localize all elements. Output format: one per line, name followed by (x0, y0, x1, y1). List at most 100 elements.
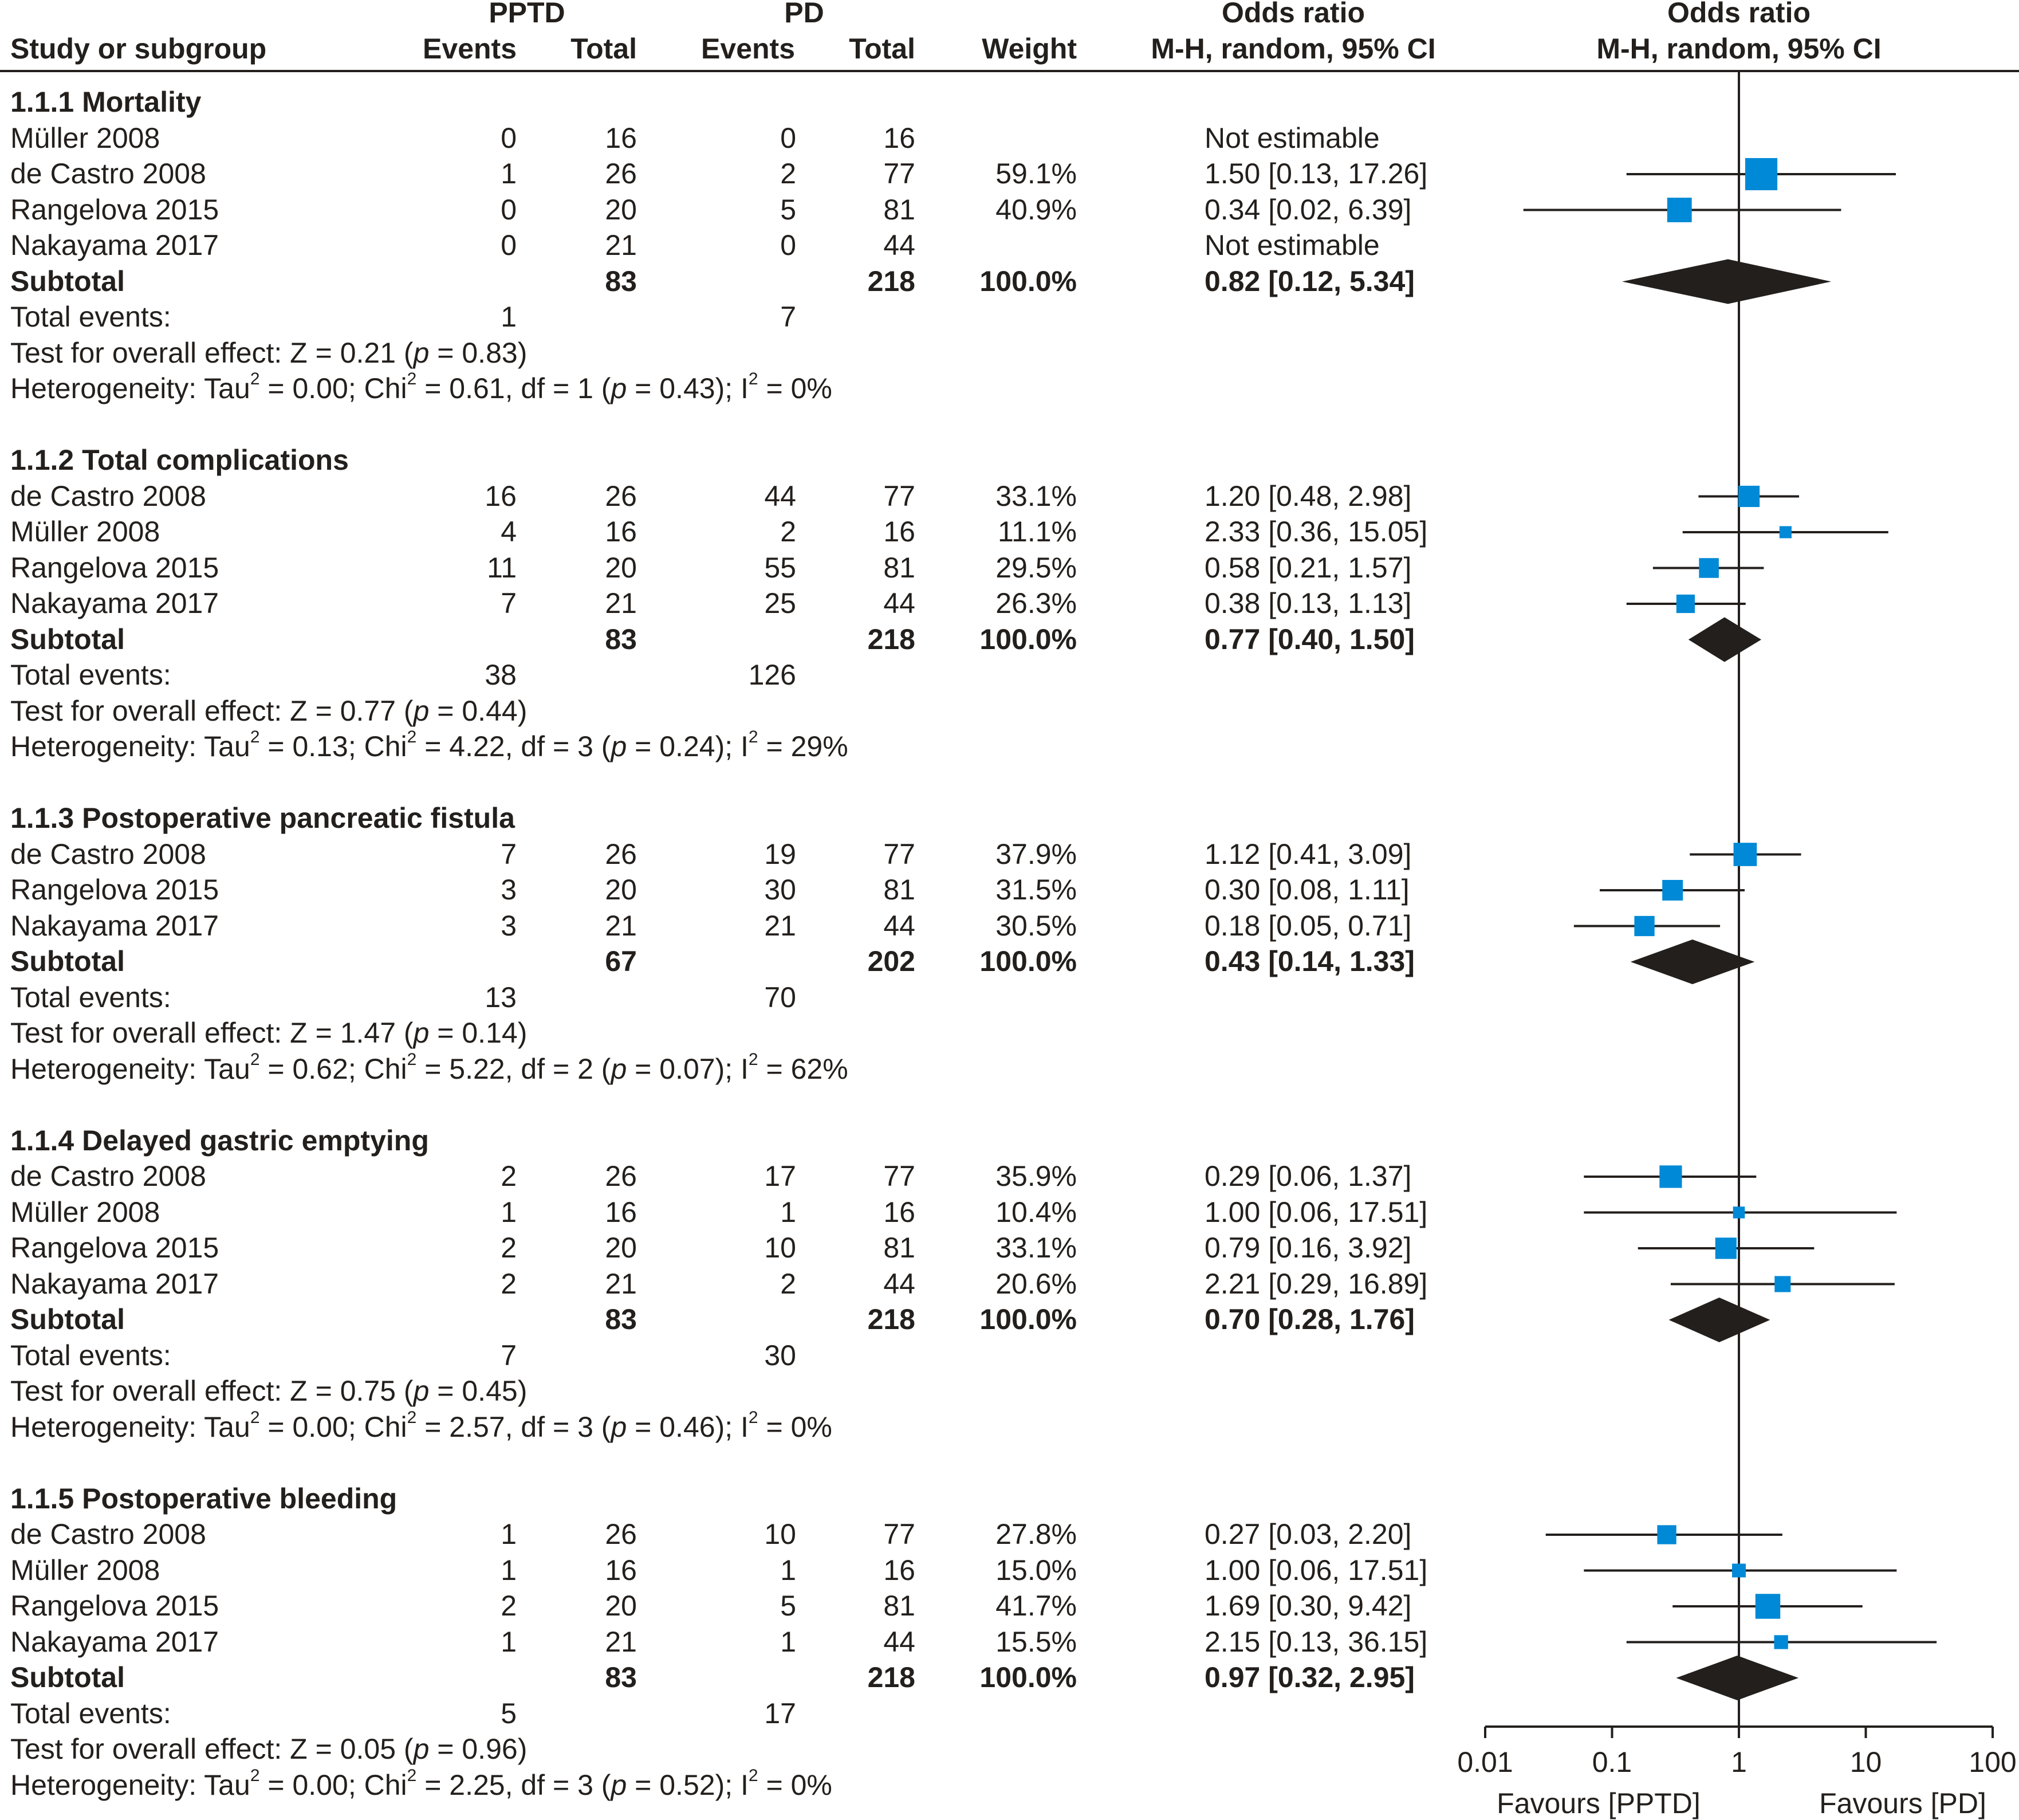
heterogeneity-stats: Heterogeneity: Tau2 = 0.00; Chi2 = 0.61,… (10, 369, 832, 404)
subtotal-group2-total: 218 (867, 623, 915, 655)
total-events-group1: 1 (501, 301, 517, 333)
tau2-value: 0.00 (292, 1410, 348, 1443)
study-name: de Castro 2008 (10, 479, 206, 512)
chi2-value: 0.61 (449, 372, 505, 404)
p-symbol: p (413, 1017, 430, 1049)
total-events-group2: 17 (764, 1697, 796, 1729)
group1-total: 16 (605, 1196, 637, 1228)
study-name: Nakayama 2017 (10, 587, 219, 619)
study-name: de Castro 2008 (10, 1518, 206, 1550)
total-events-label: Total events: (10, 301, 171, 333)
heterogeneity-stats: Heterogeneity: Tau2 = 0.00; Chi2 = 2.25,… (10, 1766, 832, 1801)
overall-effect-prefix: Test for overall effect: Z = 0.05 ( (10, 1733, 414, 1765)
df-value: 3 (577, 1410, 593, 1443)
study-odds-ratio: 0.58 [0.21, 1.57] (1205, 551, 1412, 584)
group2-events: 25 (764, 587, 796, 619)
study-marker (1659, 1165, 1682, 1188)
p-symbol: p (611, 372, 627, 404)
study-marker (1634, 915, 1655, 937)
study-name: Müller 2008 (10, 516, 160, 548)
chi2-value: 4.22 (449, 730, 505, 762)
group2-total: 77 (883, 1160, 915, 1192)
x-tick-label: 10 (1850, 1746, 1882, 1778)
pooled-diamond (1622, 259, 1832, 304)
heterogeneity-stats: Heterogeneity: Tau2 = 0.62; Chi2 = 5.22,… (10, 1049, 848, 1085)
study-weight: 30.5% (995, 909, 1077, 942)
group2-total: 44 (883, 1625, 915, 1658)
study-odds-ratio: 0.38 [0.13, 1.13] (1205, 587, 1412, 619)
study-name: de Castro 2008 (10, 158, 206, 190)
total-events-group1: 38 (485, 659, 517, 691)
group1-events: 11 (487, 551, 517, 584)
group2-total: 81 (883, 551, 915, 584)
study-marker (1774, 1276, 1791, 1292)
group2-events: 1 (780, 1625, 796, 1658)
section-title: 1.1.5 Postoperative bleeding (10, 1482, 397, 1515)
superscript-2: 2 (748, 1049, 758, 1069)
overall-effect-suffix: = 0.96) (429, 1733, 528, 1765)
study-name: Nakayama 2017 (10, 909, 219, 942)
group2-total: 81 (883, 874, 915, 906)
chi2-value: 2.57 (449, 1410, 505, 1443)
subtotal-group1-total: 83 (605, 1303, 637, 1335)
superscript-2: 2 (748, 1408, 758, 1427)
group1-total: 20 (605, 1590, 637, 1622)
group2-total: 81 (883, 1590, 915, 1622)
group1-total: 20 (605, 551, 637, 584)
group1-events: 7 (501, 587, 517, 619)
group1-total: 20 (605, 874, 637, 906)
total-events-group2: 70 (764, 981, 796, 1013)
group1-events: 2 (501, 1232, 517, 1264)
superscript-2: 2 (748, 728, 758, 747)
superscript-2: 2 (250, 1408, 260, 1427)
het-p-value: 0.46 (659, 1410, 715, 1443)
study-name: Nakayama 2017 (10, 1267, 219, 1300)
pooled-diamond (1688, 617, 1762, 662)
study-name: Rangelova 2015 (10, 874, 219, 906)
study-odds-ratio: 2.33 [0.36, 15.05] (1205, 516, 1428, 548)
df-value: 3 (577, 1768, 593, 1801)
subtotal-group1-total: 83 (605, 265, 637, 297)
study-odds-ratio: 0.34 [0.02, 6.39] (1205, 193, 1412, 226)
study-marker (1662, 880, 1683, 901)
subtotal-group2-total: 218 (867, 1661, 915, 1693)
superscript-2: 2 (250, 369, 260, 389)
subtotal-group1-total: 67 (605, 945, 637, 977)
study-weight: 31.5% (995, 874, 1077, 906)
subtotal-weight: 100.0% (979, 1661, 1077, 1693)
study-weight: 37.9% (995, 838, 1077, 870)
section-title: 1.1.1 Mortality (10, 86, 202, 118)
superscript-2: 2 (407, 728, 417, 747)
study-weight: 33.1% (995, 1232, 1077, 1264)
subtotal-group2-total: 202 (867, 945, 915, 977)
group2-total: 16 (883, 1196, 915, 1228)
group1-total: 16 (605, 1554, 637, 1586)
overall-effect-test: Test for overall effect: Z = 0.75 (p = 0… (10, 1375, 527, 1408)
group2-events: 5 (780, 193, 796, 226)
subtotal-label: Subtotal (10, 623, 125, 655)
tau2-value: 0.00 (292, 372, 348, 404)
het-p-value: 0.43 (659, 372, 715, 404)
x-tick-label: 0.1 (1592, 1746, 1632, 1778)
pooled-diamond (1676, 1656, 1799, 1700)
group2-total: 44 (883, 229, 915, 261)
superscript-2: 2 (407, 1408, 417, 1427)
subtotal-odds-ratio: 0.97 [0.32, 2.95] (1205, 1661, 1415, 1693)
overall-effect-prefix: Test for overall effect: Z = 0.75 ( (10, 1375, 414, 1407)
subtotal-weight: 100.0% (979, 1303, 1077, 1335)
study-weight: 26.3% (995, 587, 1077, 619)
study-marker (1755, 1594, 1781, 1619)
study-odds-ratio: 2.21 [0.29, 16.89] (1205, 1267, 1428, 1300)
study-weight: 27.8% (995, 1518, 1077, 1550)
group2-total: 77 (883, 1518, 915, 1550)
overall-effect-prefix: Test for overall effect: Z = 0.77 ( (10, 694, 414, 727)
group2-total: 16 (883, 516, 915, 548)
study-odds-ratio: 0.29 [0.06, 1.37] (1205, 1160, 1412, 1192)
overall-effect-prefix: Test for overall effect: Z = 0.21 ( (10, 336, 414, 369)
study-name: Müller 2008 (10, 1554, 160, 1586)
superscript-2: 2 (250, 728, 260, 747)
group1-events: 0 (501, 121, 517, 154)
overall-effect-test: Test for overall effect: Z = 0.05 (p = 0… (10, 1733, 527, 1766)
total-events-group2: 30 (764, 1339, 796, 1371)
p-symbol: p (413, 1375, 430, 1407)
